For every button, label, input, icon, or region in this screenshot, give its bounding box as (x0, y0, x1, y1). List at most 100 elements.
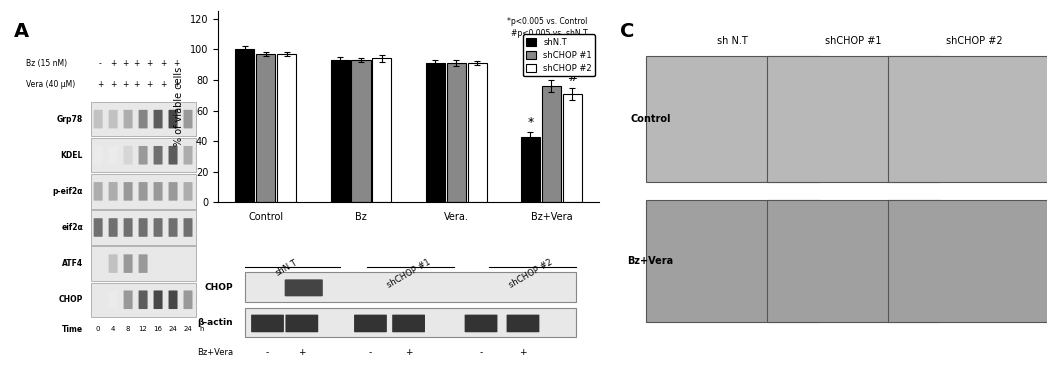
FancyBboxPatch shape (183, 146, 193, 164)
Text: +: + (110, 59, 116, 68)
FancyBboxPatch shape (139, 218, 147, 237)
FancyBboxPatch shape (109, 218, 117, 237)
Text: +: + (133, 80, 140, 89)
FancyBboxPatch shape (507, 315, 540, 332)
FancyBboxPatch shape (109, 110, 117, 128)
FancyBboxPatch shape (153, 146, 163, 164)
Text: -: - (98, 59, 102, 68)
FancyBboxPatch shape (91, 174, 196, 209)
Text: Bz+Vera: Bz+Vera (197, 348, 233, 357)
FancyBboxPatch shape (94, 110, 103, 128)
FancyBboxPatch shape (91, 138, 196, 173)
FancyBboxPatch shape (139, 182, 147, 201)
Bar (256, 54, 275, 202)
Bar (330, 60, 349, 202)
Text: shCHOP #1: shCHOP #1 (825, 36, 881, 46)
Bar (542, 86, 561, 202)
FancyBboxPatch shape (767, 56, 940, 183)
Bar (277, 54, 296, 202)
Text: +: + (110, 80, 116, 89)
Text: C: C (620, 22, 635, 40)
FancyBboxPatch shape (251, 315, 284, 332)
Bar (563, 94, 582, 202)
FancyBboxPatch shape (464, 315, 497, 332)
Bar (468, 63, 487, 202)
FancyBboxPatch shape (286, 315, 318, 332)
Text: CHOP: CHOP (204, 283, 233, 292)
FancyBboxPatch shape (109, 290, 117, 309)
FancyBboxPatch shape (91, 102, 196, 136)
FancyBboxPatch shape (183, 110, 193, 128)
FancyBboxPatch shape (168, 218, 178, 237)
FancyBboxPatch shape (124, 182, 132, 201)
FancyBboxPatch shape (124, 254, 132, 273)
FancyBboxPatch shape (153, 290, 163, 309)
Text: +: + (160, 80, 166, 89)
Text: #: # (546, 64, 557, 77)
Text: ATF4: ATF4 (62, 259, 83, 268)
Bar (521, 137, 540, 202)
FancyBboxPatch shape (183, 218, 193, 237)
FancyBboxPatch shape (124, 110, 132, 128)
Text: h: h (199, 326, 204, 332)
Text: eif2α: eif2α (61, 223, 83, 232)
FancyBboxPatch shape (285, 279, 323, 296)
FancyBboxPatch shape (168, 182, 178, 201)
Text: +: + (405, 348, 413, 357)
FancyBboxPatch shape (646, 56, 819, 183)
FancyBboxPatch shape (124, 290, 132, 309)
FancyBboxPatch shape (91, 210, 196, 245)
Text: +: + (519, 348, 527, 357)
FancyBboxPatch shape (153, 182, 163, 201)
Text: *p<0.005 vs. Control
#p<0.005 vs. shN.T: *p<0.005 vs. Control #p<0.005 vs. shN.T (508, 17, 588, 38)
FancyBboxPatch shape (94, 146, 103, 164)
FancyBboxPatch shape (168, 290, 178, 309)
Text: +: + (122, 59, 128, 68)
Text: p-eif2α: p-eif2α (53, 187, 83, 196)
Y-axis label: % of viable cells: % of viable cells (175, 67, 184, 146)
Text: +: + (147, 80, 153, 89)
Text: 0: 0 (96, 326, 101, 332)
FancyBboxPatch shape (153, 110, 163, 128)
Text: Bz+Vera: Bz+Vera (627, 256, 674, 266)
Bar (372, 59, 391, 202)
FancyBboxPatch shape (244, 308, 577, 337)
FancyBboxPatch shape (888, 56, 1058, 183)
FancyBboxPatch shape (646, 200, 819, 322)
FancyBboxPatch shape (888, 200, 1058, 322)
Bar (351, 60, 370, 202)
Text: A: A (15, 22, 30, 40)
Bar (446, 63, 466, 202)
Text: shN.T: shN.T (274, 258, 299, 277)
FancyBboxPatch shape (91, 283, 196, 317)
Text: +: + (133, 59, 140, 68)
FancyBboxPatch shape (139, 110, 147, 128)
FancyBboxPatch shape (767, 200, 940, 322)
Text: 4: 4 (111, 326, 115, 332)
Text: -: - (479, 348, 482, 357)
FancyBboxPatch shape (354, 315, 387, 332)
Text: Vera (40 μM): Vera (40 μM) (25, 80, 75, 89)
Text: 8: 8 (126, 326, 130, 332)
FancyBboxPatch shape (109, 146, 117, 164)
Text: shCHOP #2: shCHOP #2 (507, 258, 554, 290)
Text: Grp78: Grp78 (57, 114, 83, 124)
FancyBboxPatch shape (124, 218, 132, 237)
Text: Control: Control (631, 114, 671, 124)
FancyBboxPatch shape (183, 290, 193, 309)
Text: Time: Time (62, 325, 83, 334)
Text: 12: 12 (139, 326, 147, 332)
FancyBboxPatch shape (94, 182, 103, 201)
Text: +: + (97, 80, 104, 89)
Text: B: B (222, 22, 237, 40)
FancyBboxPatch shape (94, 218, 103, 237)
Text: +: + (174, 59, 180, 68)
Legend: shN.T, shCHOP #1, shCHOP #2: shN.T, shCHOP #1, shCHOP #2 (523, 34, 595, 76)
Text: -: - (266, 348, 269, 357)
Text: +: + (160, 59, 166, 68)
FancyBboxPatch shape (153, 218, 163, 237)
Text: shCHOP #2: shCHOP #2 (946, 36, 1002, 46)
FancyBboxPatch shape (139, 146, 147, 164)
Text: #: # (567, 71, 578, 85)
FancyBboxPatch shape (109, 182, 117, 201)
